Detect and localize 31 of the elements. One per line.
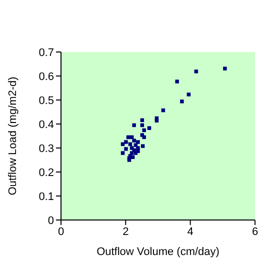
y-tick-label: 0.7 xyxy=(38,46,54,59)
point xyxy=(142,128,146,132)
y-tick-label: 0.1 xyxy=(38,190,54,203)
point xyxy=(223,66,227,70)
point xyxy=(124,147,128,151)
point xyxy=(147,126,152,130)
y-tick-label: 0.3 xyxy=(38,142,54,155)
y-tick-label: 0.5 xyxy=(38,94,54,107)
x-tick-label: 4 xyxy=(187,226,194,238)
y-tick-label: 0.2 xyxy=(38,166,54,179)
point xyxy=(194,70,198,74)
x-tick-label: 2 xyxy=(122,226,129,238)
y-tick-label: 0 xyxy=(48,214,54,227)
point xyxy=(136,140,140,144)
x-tick-label: 6 xyxy=(252,226,258,238)
y-tick-label: 0.4 xyxy=(38,118,54,131)
point xyxy=(132,138,136,142)
point xyxy=(180,100,184,104)
point xyxy=(132,123,136,128)
point xyxy=(140,144,145,148)
point xyxy=(134,151,138,155)
point xyxy=(186,92,191,96)
x-axis-title: Outflow Volume (cm/day) xyxy=(96,246,220,258)
point xyxy=(130,155,135,159)
point xyxy=(175,80,179,84)
point xyxy=(120,151,125,155)
point xyxy=(124,140,128,144)
y-tick-label: 0.6 xyxy=(38,70,54,83)
x-tick-label: 0 xyxy=(58,226,64,238)
point xyxy=(142,135,146,140)
y-axis-title: Outflow Load (mg/m2-d) xyxy=(6,76,19,196)
